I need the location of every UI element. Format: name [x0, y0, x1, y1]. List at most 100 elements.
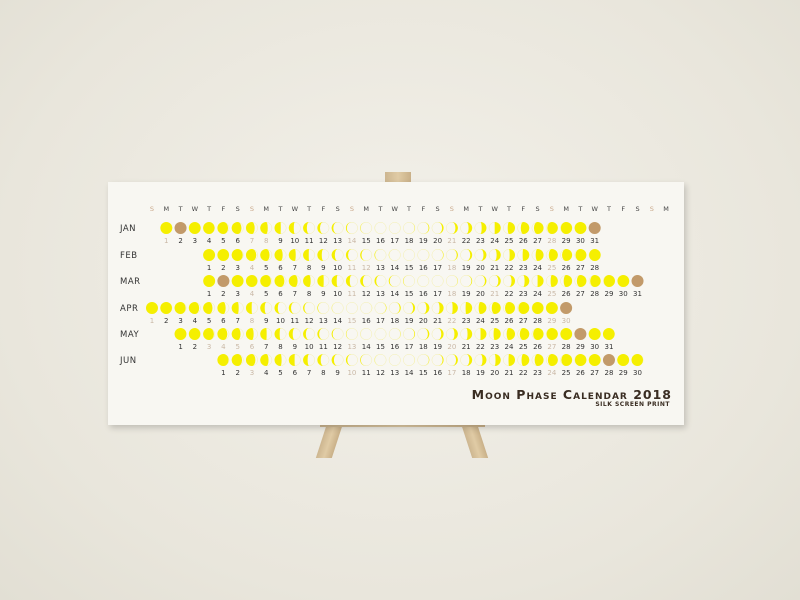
day-number: 27	[547, 343, 556, 351]
day-number: 14	[347, 237, 356, 245]
moon-phase-mark	[345, 222, 352, 234]
day-number: 20	[447, 343, 456, 351]
moon-phase-mark	[303, 222, 310, 234]
day-number: 14	[390, 264, 399, 272]
moon-outline	[417, 354, 430, 366]
moon-phase-mark	[423, 222, 430, 234]
moon-phase-mark	[160, 222, 173, 234]
day-number: 20	[490, 369, 499, 377]
moon-phase-mark	[480, 275, 487, 287]
month-label: MAY	[120, 330, 139, 340]
moon-outline	[431, 249, 444, 261]
day-number: 3	[193, 237, 197, 245]
day-number: 3	[178, 317, 182, 325]
full-moon-mark	[560, 302, 573, 314]
moon-phase-mark	[331, 222, 338, 234]
day-number: 7	[307, 369, 311, 377]
moon-phase-calendar-card: S M T W T F S S M T W T F S S M T W T F S S M T W T F S S M T W T F S S M JAN…	[108, 182, 684, 425]
moon-phase-mark	[506, 328, 515, 340]
day-number: 8	[250, 317, 254, 325]
moon-phase-mark	[303, 328, 310, 340]
moon-phase-mark	[451, 354, 458, 366]
day-number: 3	[235, 290, 239, 298]
moon-phase-mark	[509, 275, 515, 287]
moon-phase-mark	[174, 302, 186, 314]
day-number: 30	[633, 369, 642, 377]
day-number: 18	[447, 264, 456, 272]
calendar-title: Moon Phase Calendar 2018	[471, 387, 672, 402]
day-number: 26	[519, 237, 528, 245]
moon-phase-mark	[423, 249, 430, 261]
moon-phase-mark	[631, 354, 643, 366]
moon-phase-mark	[260, 302, 267, 314]
day-number: 19	[419, 237, 428, 245]
day-number: 25	[505, 237, 514, 245]
moon-phase-mark	[360, 328, 367, 340]
day-number: 9	[321, 290, 325, 298]
day-number: 25	[562, 369, 571, 377]
moon-phase-mark	[288, 222, 295, 234]
moon-phase-mark	[260, 328, 267, 340]
day-number: 13	[390, 369, 399, 377]
day-number: 4	[250, 264, 255, 272]
moon-phase-mark	[466, 275, 473, 287]
moon-outline	[345, 302, 358, 314]
moon-outline	[403, 222, 415, 234]
moon-phase-mark	[494, 222, 501, 234]
moon-phase-mark	[617, 354, 630, 366]
day-number: 6	[235, 237, 240, 245]
moon-phase-mark	[288, 249, 296, 261]
day-number: 18	[447, 290, 456, 298]
moon-phase-mark	[574, 354, 587, 366]
moon-phase-mark	[360, 249, 367, 261]
moon-phase-mark	[274, 302, 281, 314]
day-number: 5	[221, 237, 225, 245]
moon-phase-mark	[203, 302, 213, 314]
moon-phase-mark	[231, 302, 239, 314]
moon-phase-mark	[494, 354, 501, 366]
moon-phase-mark	[550, 275, 558, 287]
moon-phase-mark	[245, 302, 252, 314]
moon-phase-mark	[504, 302, 515, 314]
day-number: 8	[307, 290, 311, 298]
day-number: 1	[207, 290, 211, 298]
moon-phase-mark	[360, 354, 367, 366]
moon-phase-mark	[303, 249, 310, 261]
moon-phase-mark	[561, 354, 573, 366]
weekday-header: S	[450, 205, 454, 213]
day-number: 10	[333, 264, 342, 272]
moon-phase-mark	[231, 328, 241, 340]
moon-phase-mark	[203, 328, 214, 340]
moon-phase-mark	[403, 249, 410, 261]
moon-phase-mark	[217, 302, 226, 314]
moon-phase-mark	[217, 222, 229, 234]
weekday-header: F	[222, 205, 226, 213]
moon-phase-mark	[288, 328, 295, 340]
weekday-header: S	[550, 205, 554, 213]
moon-phase-mark	[480, 222, 487, 234]
moon-phase-mark	[303, 302, 310, 314]
day-number: 13	[333, 237, 342, 245]
day-number: 21	[462, 343, 471, 351]
day-number: 28	[590, 290, 599, 298]
weekday-header: S	[150, 205, 154, 213]
day-number: 12	[362, 264, 371, 272]
moon-phase-mark	[545, 302, 558, 314]
day-number: 29	[619, 369, 628, 377]
day-number: 7	[250, 237, 254, 245]
day-number: 15	[362, 237, 371, 245]
day-number: 23	[476, 237, 485, 245]
moon-phase-mark	[345, 354, 352, 366]
day-number: 13	[347, 343, 356, 351]
day-number: 20	[419, 317, 428, 325]
full-moon-mark	[588, 222, 601, 234]
moon-phase-mark	[231, 249, 243, 261]
moon-phase-mark	[437, 222, 444, 234]
day-number: 1	[150, 317, 154, 325]
day-number: 5	[264, 264, 268, 272]
moon-outline	[317, 302, 330, 314]
weekday-header: W	[492, 205, 499, 213]
moon-phase-mark	[574, 222, 587, 234]
weekday-header: M	[263, 205, 269, 213]
moon-phase-mark	[288, 302, 295, 314]
